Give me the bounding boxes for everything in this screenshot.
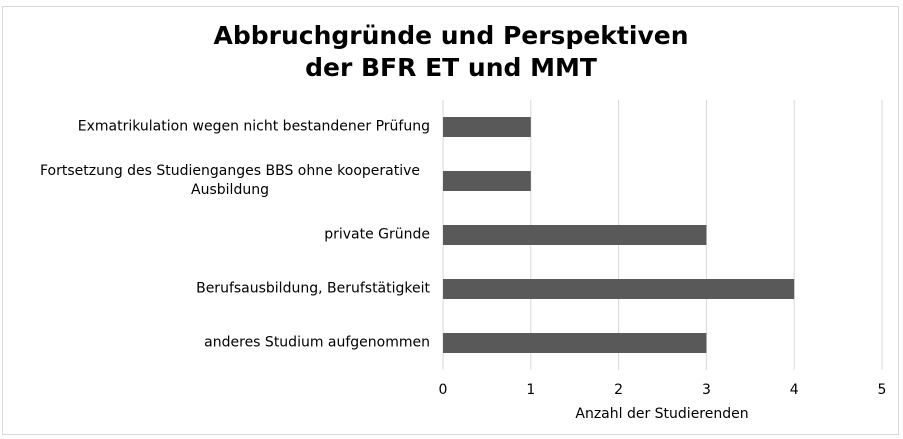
chart-title: Abbruchgründe und Perspektiven der BFR E… — [213, 21, 689, 82]
x-axis-title: Anzahl der Studierenden — [575, 406, 748, 422]
y-tick-label: Fortsetzung des Studienganges BBS ohne k… — [39, 163, 421, 198]
bar — [443, 171, 531, 191]
x-tick-label: 4 — [790, 382, 799, 398]
bar — [443, 225, 707, 245]
bar — [443, 279, 795, 299]
x-tick-label: 3 — [702, 382, 711, 398]
x-tick-label: 1 — [526, 382, 535, 398]
y-tick-label: private Gründe — [324, 226, 430, 243]
y-tick-label: anderes Studium aufgenommen — [204, 334, 430, 351]
y-tick-label: Exmatrikulation wegen nicht bestandener … — [77, 118, 430, 135]
x-tick-label: 5 — [878, 382, 887, 398]
x-tick-label: 0 — [439, 382, 448, 398]
chart-border — [2, 6, 899, 435]
y-tick-label: Berufsausbildung, Berufstätigkeit — [196, 280, 430, 297]
x-tick-label: 2 — [614, 382, 623, 398]
bar — [443, 333, 707, 353]
bar — [443, 117, 531, 137]
